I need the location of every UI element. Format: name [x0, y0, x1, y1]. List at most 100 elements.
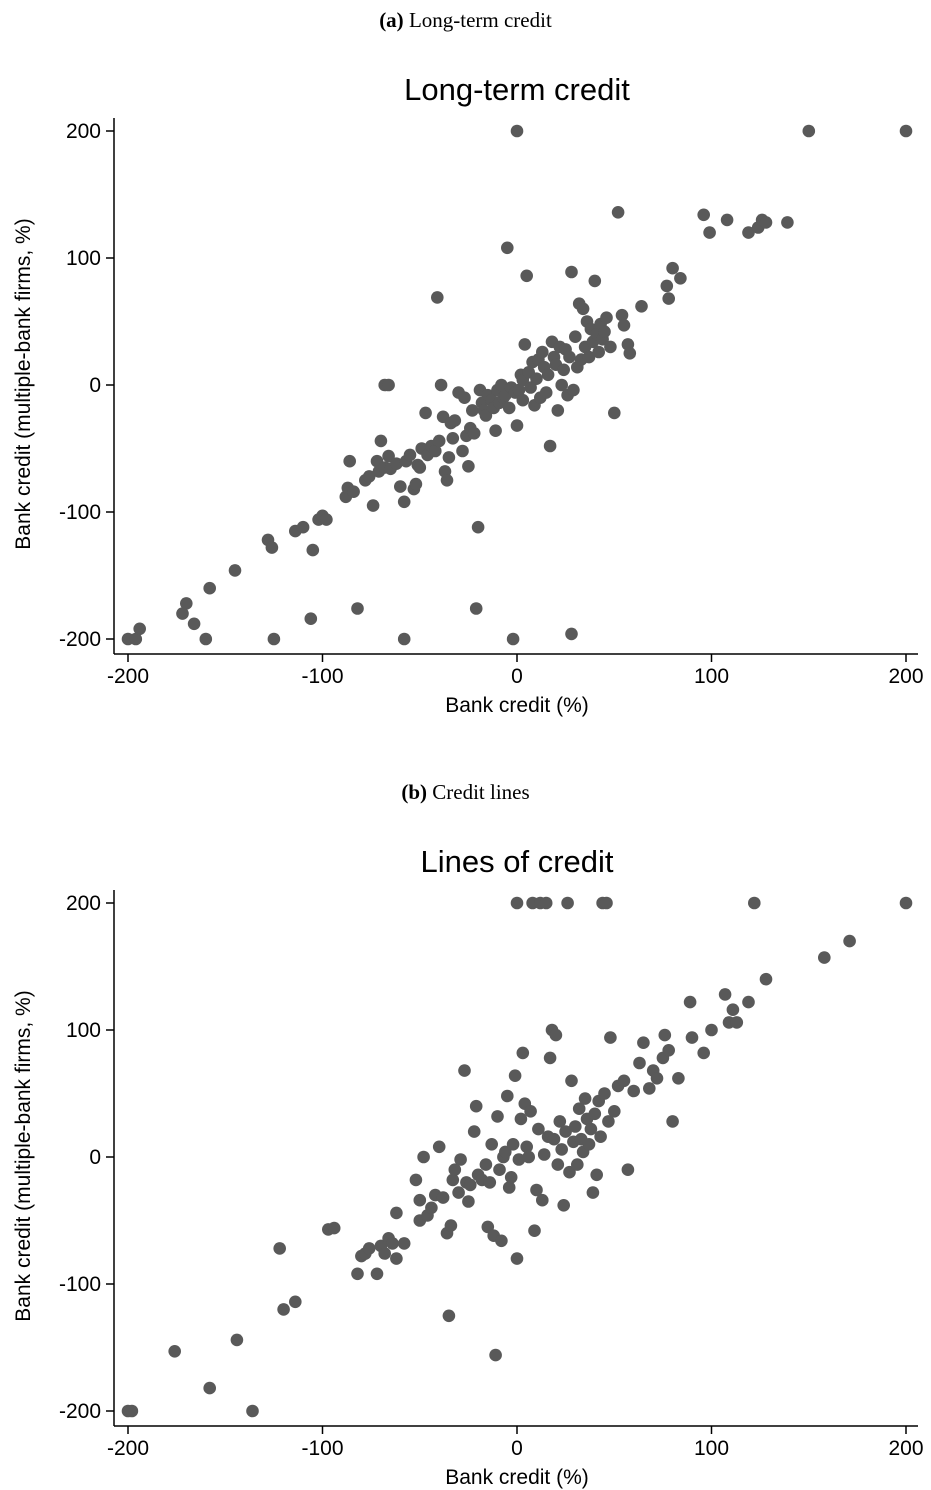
- scatter-point: [493, 1163, 506, 1176]
- scatter-point: [730, 1016, 744, 1029]
- scatter-point: [637, 1036, 650, 1049]
- scatter-point: [499, 1145, 512, 1159]
- scatter-point: [576, 302, 590, 316]
- scatter-point: [425, 1201, 438, 1215]
- scatter-point: [397, 632, 411, 646]
- scatter-point: [448, 1163, 462, 1176]
- chart-title: Long-term credit: [404, 72, 630, 107]
- scatter-point: [572, 1102, 586, 1115]
- scatter-point: [491, 1110, 504, 1123]
- scatter-point: [277, 1303, 290, 1316]
- scatter-point: [561, 896, 574, 910]
- scatter-point: [899, 124, 913, 138]
- scatter-point: [567, 383, 580, 397]
- scatter-point: [469, 602, 483, 615]
- scatter-point: [296, 520, 310, 534]
- scatter-point: [362, 470, 376, 483]
- x-tick-label: 0: [511, 1437, 523, 1460]
- scatter-point: [539, 386, 553, 399]
- scatter-point: [436, 1191, 450, 1204]
- scatter-point: [565, 265, 578, 279]
- scatter-point: [230, 1333, 244, 1347]
- scatter-point: [397, 495, 411, 509]
- scatter-point: [516, 1046, 530, 1060]
- scatter-point: [409, 477, 423, 491]
- scatter-point: [611, 206, 625, 219]
- scatter-point: [467, 1125, 481, 1138]
- scatter-point: [510, 1252, 524, 1265]
- scatter-point: [524, 1105, 537, 1118]
- y-axis-title: Bank credit (multiple-bank firms, %): [12, 218, 35, 549]
- scatter-point: [672, 1072, 685, 1085]
- scatter-point: [462, 460, 475, 473]
- y-tick-label: -200: [59, 628, 101, 651]
- scatter-point: [553, 1115, 567, 1128]
- scatter-point: [454, 1153, 467, 1166]
- scatter-point: [592, 345, 605, 359]
- scatter-point: [617, 1074, 631, 1088]
- scatter-point: [306, 543, 320, 557]
- y-axis-title: Bank credit (multiple-bank firms, %): [12, 990, 35, 1321]
- caption-text: Long-term credit: [403, 8, 552, 32]
- scatter-point: [265, 541, 279, 554]
- x-tick-label: -200: [107, 1437, 149, 1460]
- scatter-point: [351, 1267, 364, 1281]
- scatter-point: [643, 1082, 656, 1095]
- scatter-point: [495, 1234, 508, 1248]
- scatter-point: [203, 1381, 216, 1395]
- scatter-point: [666, 261, 679, 275]
- scatter-point: [578, 1092, 592, 1105]
- panel-b: (b) Credit lines Lines of credit Bank cr…: [0, 772, 931, 1490]
- scatter-point: [600, 311, 613, 324]
- scatter-point: [510, 419, 524, 432]
- scatter-point: [608, 406, 621, 420]
- scatter-point: [516, 393, 530, 407]
- scatter-point: [489, 1348, 502, 1362]
- scatter-point: [390, 457, 403, 471]
- x-tick-label: 100: [694, 665, 729, 688]
- x-tick-label: 200: [888, 665, 923, 688]
- scatter-point: [586, 1186, 600, 1199]
- scatter-point: [617, 319, 631, 332]
- scatter-point: [565, 627, 578, 641]
- scatter-point: [604, 1031, 617, 1044]
- scatter-point: [442, 1309, 456, 1323]
- scatter-point: [588, 274, 602, 288]
- scatter-point: [522, 1150, 535, 1164]
- scatter-point: [442, 451, 456, 464]
- scatter-point: [598, 325, 611, 339]
- scatter-point: [413, 1193, 427, 1207]
- scatter-point: [199, 632, 213, 646]
- scatter-point: [598, 1087, 611, 1100]
- scatter-point: [456, 444, 469, 458]
- scatter-point: [759, 216, 773, 229]
- scatter-point: [650, 1072, 664, 1085]
- scatter-point: [602, 1115, 615, 1128]
- scatter-point: [397, 1237, 411, 1250]
- scatter-point: [565, 1074, 578, 1088]
- y-tick-label: 0: [89, 374, 101, 397]
- scatter-point: [168, 1345, 181, 1358]
- scatter-point: [343, 454, 357, 468]
- x-tick-label: -100: [301, 1437, 343, 1460]
- scatter-point: [382, 378, 395, 392]
- scatter-point: [512, 1153, 526, 1166]
- scatter-point: [697, 208, 710, 222]
- scatter-point: [720, 213, 734, 227]
- scatter-point: [742, 995, 755, 1009]
- scatter-point: [378, 1247, 392, 1260]
- scatter-point: [440, 474, 454, 487]
- x-tick-label: 0: [511, 665, 523, 688]
- scatter-point: [403, 448, 417, 462]
- scatter-point: [518, 338, 532, 351]
- scatter-point: [683, 995, 697, 1009]
- scatter-point: [520, 1140, 533, 1154]
- scatter-point: [446, 1173, 460, 1187]
- scatter-point: [419, 406, 432, 420]
- scatter-point: [501, 1089, 514, 1103]
- scatter-point: [600, 896, 613, 910]
- scatter-point: [557, 1199, 570, 1212]
- caption-text: Credit lines: [427, 780, 530, 804]
- scatter-point: [413, 461, 427, 474]
- scatter-point: [658, 1028, 672, 1042]
